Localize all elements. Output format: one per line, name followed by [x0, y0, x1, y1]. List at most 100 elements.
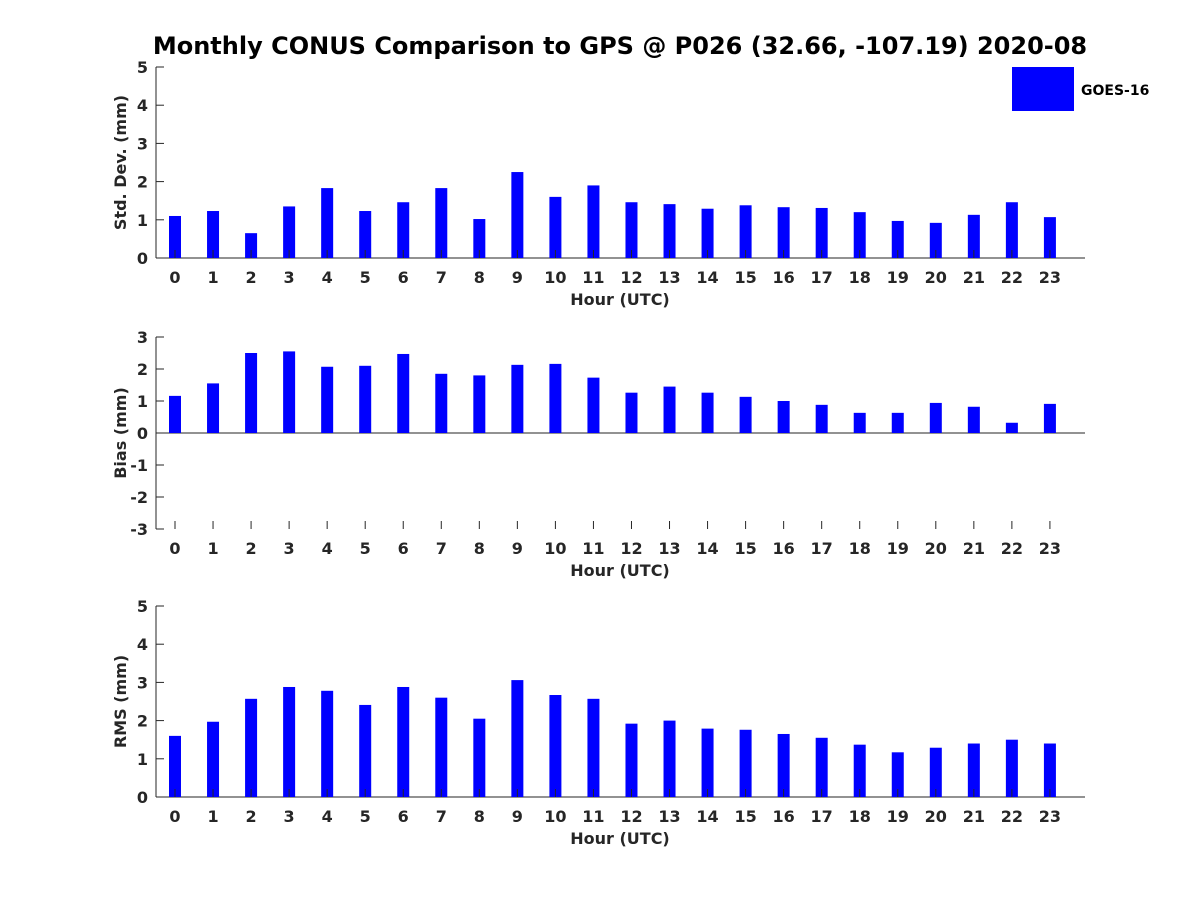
- y-tick-label: 2: [137, 360, 148, 379]
- bar: [625, 723, 638, 797]
- bar: [359, 704, 372, 797]
- bar: [207, 721, 220, 797]
- legend: GOES-16: [1012, 67, 1149, 111]
- bar: [587, 698, 600, 797]
- bar: [359, 211, 372, 258]
- y-axis-label: Std. Dev. (mm): [111, 95, 130, 230]
- bar: [701, 208, 714, 258]
- y-tick-label: 0: [137, 424, 148, 443]
- x-tick-label: 12: [620, 539, 642, 558]
- bar: [1043, 217, 1056, 258]
- x-tick-label: 14: [696, 807, 718, 826]
- bar: [511, 172, 524, 258]
- bar: [967, 214, 980, 258]
- bar: [549, 196, 562, 258]
- x-tick-label: 4: [322, 268, 333, 287]
- bar: [321, 690, 334, 797]
- x-tick-label: 10: [544, 268, 566, 287]
- bar: [397, 686, 410, 797]
- x-tick-label: 22: [1001, 807, 1023, 826]
- x-tick-label: 5: [360, 268, 371, 287]
- x-tick-label: 6: [398, 539, 409, 558]
- bar: [473, 219, 486, 258]
- bar: [207, 211, 220, 258]
- x-tick-label: 9: [512, 539, 523, 558]
- y-tick-label: 5: [137, 597, 148, 616]
- x-tick-label: 16: [773, 268, 795, 287]
- bar: [587, 377, 600, 433]
- bar: [739, 205, 752, 258]
- bar: [891, 752, 904, 797]
- x-tick-label: 22: [1001, 268, 1023, 287]
- x-tick-label: 14: [696, 268, 718, 287]
- bar: [283, 686, 296, 797]
- x-tick-label: 4: [322, 539, 333, 558]
- x-tick-label: 23: [1039, 539, 1061, 558]
- x-tick-label: 12: [620, 268, 642, 287]
- bar: [853, 412, 866, 433]
- legend-label: GOES-16: [1081, 83, 1149, 99]
- bar: [815, 207, 828, 258]
- bar: [853, 212, 866, 258]
- x-tick-label: 1: [207, 539, 218, 558]
- x-tick-label: 11: [582, 807, 604, 826]
- bar: [891, 412, 904, 433]
- bar: [625, 202, 638, 258]
- x-tick-label: 3: [284, 539, 295, 558]
- x-tick-label: 0: [169, 807, 180, 826]
- x-tick-label: 7: [436, 807, 447, 826]
- bar: [663, 204, 676, 258]
- x-tick-label: 10: [544, 807, 566, 826]
- y-tick-label: 1: [137, 392, 148, 411]
- bar: [169, 735, 181, 797]
- x-tick-label: 17: [811, 539, 833, 558]
- x-tick-label: 16: [773, 807, 795, 826]
- x-tick-label: 1: [207, 268, 218, 287]
- x-tick-label: 14: [696, 539, 718, 558]
- bar: [625, 392, 638, 433]
- x-tick-label: 18: [849, 539, 871, 558]
- bar: [359, 365, 372, 433]
- bar: [587, 185, 600, 258]
- x-tick-label: 3: [284, 268, 295, 287]
- bar: [739, 729, 752, 797]
- bar: [435, 188, 448, 258]
- y-tick-label: 3: [137, 328, 148, 347]
- x-tick-label: 15: [734, 268, 756, 287]
- bar: [967, 743, 980, 797]
- y-tick-label: 1: [137, 750, 148, 769]
- x-tick-label: 22: [1001, 539, 1023, 558]
- x-tick-label: 20: [925, 539, 947, 558]
- bar: [777, 401, 790, 433]
- x-tick-label: 21: [963, 268, 985, 287]
- y-tick-label: 4: [137, 96, 148, 115]
- x-tick-label: 1: [207, 807, 218, 826]
- x-tick-label: 8: [474, 807, 485, 826]
- bar: [245, 233, 258, 258]
- x-tick-label: 19: [887, 807, 909, 826]
- x-tick-label: 11: [582, 268, 604, 287]
- x-tick-label: 18: [849, 268, 871, 287]
- bar: [169, 395, 181, 433]
- bar: [283, 351, 296, 433]
- bar: [397, 202, 410, 258]
- bar: [1043, 403, 1056, 433]
- bar: [929, 747, 942, 797]
- x-tick-label: 0: [169, 268, 180, 287]
- x-tick-label: 16: [773, 539, 795, 558]
- y-tick-label: -1: [130, 456, 148, 475]
- x-tick-label: 13: [658, 539, 680, 558]
- y-tick-label: -2: [130, 488, 148, 507]
- bar: [397, 353, 410, 433]
- x-tick-label: 23: [1039, 268, 1061, 287]
- x-axis-label: Hour (UTC): [570, 829, 670, 848]
- bar: [929, 402, 942, 433]
- x-tick-label: 13: [658, 268, 680, 287]
- x-tick-label: 2: [246, 807, 257, 826]
- x-axis-label: Hour (UTC): [570, 290, 670, 309]
- y-tick-label: 4: [137, 635, 148, 654]
- chart-title: Monthly CONUS Comparison to GPS @ P026 (…: [153, 32, 1087, 60]
- legend-swatch: [1012, 67, 1074, 111]
